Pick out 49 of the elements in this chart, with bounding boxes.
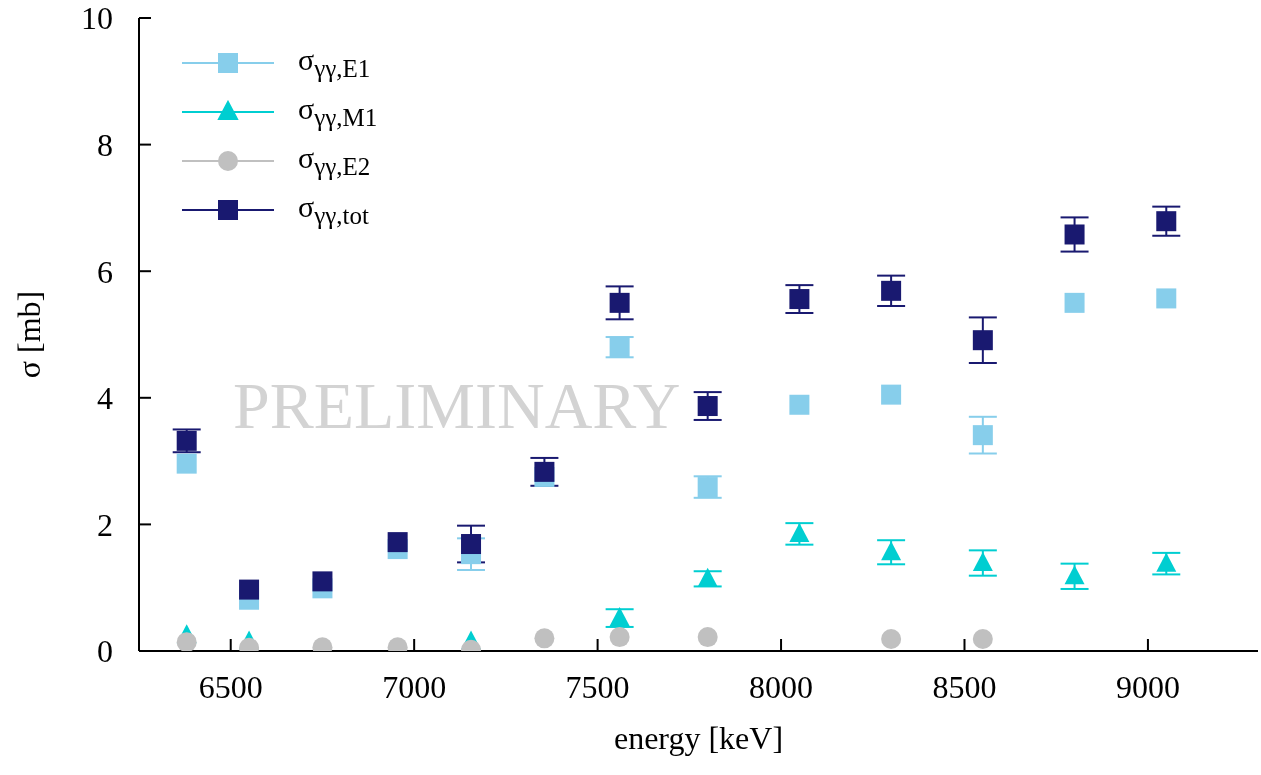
- legend-label: σ$_{γγ,tot}$: [298, 189, 369, 230]
- point: [972, 425, 993, 446]
- point: [609, 337, 630, 358]
- point: [881, 280, 902, 301]
- point: [1064, 565, 1085, 585]
- x-tick-label: 6500: [198, 668, 263, 705]
- legend-label: σ$_{γγ,E1}$: [298, 42, 371, 83]
- y-tick-label: 4: [97, 380, 113, 417]
- x-tick-label: 9000: [1115, 668, 1180, 705]
- x-tick-label: 7000: [382, 668, 447, 705]
- point: [176, 430, 197, 451]
- point: [972, 628, 993, 649]
- point: [972, 330, 993, 351]
- point: [387, 532, 408, 553]
- point: [789, 522, 810, 542]
- y-tick-label: 2: [97, 506, 113, 543]
- x-tick-label: 7500: [565, 668, 630, 705]
- legend-label: σ$_{γγ,M1}$: [298, 91, 378, 132]
- y-tick-label: 8: [97, 126, 113, 163]
- point: [1064, 292, 1085, 313]
- y-tick-label: 0: [97, 633, 113, 670]
- point: [312, 571, 333, 592]
- point: [789, 394, 810, 415]
- point: [1156, 552, 1177, 572]
- point: [1156, 211, 1177, 232]
- x-axis-title: energy [keV]: [613, 720, 784, 756]
- point: [609, 292, 630, 313]
- point: [697, 477, 718, 498]
- point: [176, 453, 197, 474]
- y-tick-label: 6: [97, 253, 113, 290]
- point: [697, 567, 718, 587]
- point: [1156, 288, 1177, 309]
- point: [972, 552, 993, 572]
- x-tick-label: 8000: [749, 668, 814, 705]
- point: [239, 579, 260, 600]
- point: [609, 627, 630, 648]
- point: [461, 534, 482, 555]
- point: [534, 628, 555, 649]
- point: [697, 627, 718, 648]
- point: [881, 628, 902, 649]
- point: [881, 384, 902, 405]
- legend-label: σ$_{γγ,E2}$: [298, 140, 371, 181]
- y-axis-title: σ [mb]: [11, 290, 48, 379]
- point: [881, 541, 902, 561]
- point: [1064, 224, 1085, 245]
- point: [176, 632, 197, 651]
- point: [609, 607, 630, 627]
- x-tick-label: 8500: [932, 668, 997, 705]
- y-tick-label: 10: [81, 0, 113, 37]
